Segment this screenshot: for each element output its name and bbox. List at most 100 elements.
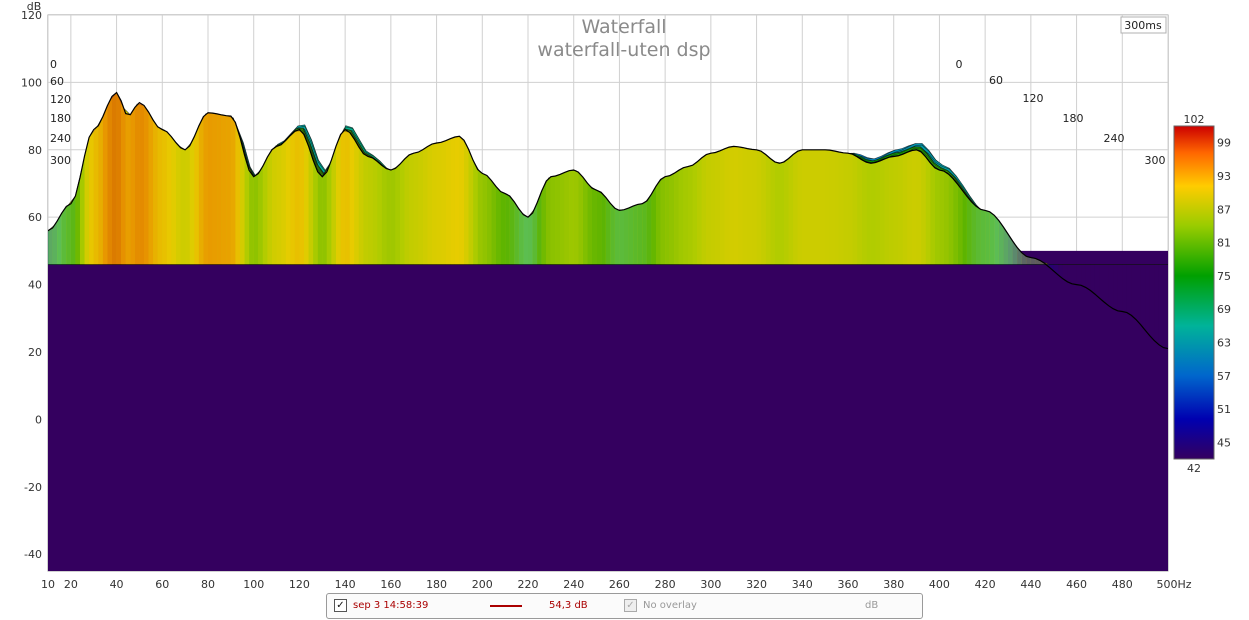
noise-floor-fill xyxy=(48,250,1168,571)
front-slice-segment xyxy=(889,156,894,265)
front-slice-segment xyxy=(308,146,314,265)
front-slice-segment xyxy=(116,92,122,265)
front-slice-segment xyxy=(825,149,830,265)
front-slice-segment xyxy=(89,129,94,265)
front-slice-segment xyxy=(1026,256,1031,265)
front-slice-segment xyxy=(838,151,844,265)
front-slice-segment xyxy=(194,125,199,265)
front-slice-segment xyxy=(253,173,259,265)
x-tick-label: 100 xyxy=(243,578,264,591)
front-slice-segment xyxy=(701,154,707,265)
front-slice-segment xyxy=(642,200,647,265)
front-slice-segment xyxy=(797,149,803,265)
front-slice-segment xyxy=(1099,264,1104,303)
time-tick-right: 0 xyxy=(956,58,963,71)
x-tick-label: 60 xyxy=(155,578,169,591)
overlay-checkbox[interactable]: ✓ xyxy=(624,599,637,612)
front-slice-segment xyxy=(48,227,53,265)
colorbar-tick: 42 xyxy=(1187,462,1201,475)
time-tick-left: 120 xyxy=(50,93,71,106)
front-slice-segment xyxy=(578,172,583,265)
x-tick-label: 460 xyxy=(1066,578,1087,591)
series-line-swatch xyxy=(490,605,522,607)
front-slice-segment xyxy=(1094,264,1100,299)
front-slice-segment xyxy=(509,196,515,265)
time-tick-right: 300 xyxy=(1145,154,1166,167)
front-slice-segment xyxy=(985,210,990,265)
front-slice-segment xyxy=(1030,257,1036,265)
x-tick-label: 420 xyxy=(975,578,996,591)
x-tick-label: 500Hz xyxy=(1156,578,1191,591)
front-slice-segment xyxy=(336,134,341,265)
front-slice-segment xyxy=(774,161,780,265)
x-tick-label: 360 xyxy=(838,578,859,591)
x-axis: 10 20 40 60 80 100 120 140 160 180 200 220 240 260 280… xyxy=(41,578,1192,591)
front-slice-segment xyxy=(290,131,295,265)
front-slice-segment xyxy=(98,116,103,265)
front-slice-segment xyxy=(176,142,181,265)
front-slice-segment xyxy=(898,154,903,265)
front-slice-segment xyxy=(153,120,158,265)
front-slice-segment xyxy=(848,153,853,265)
colorbar-tick: 93 xyxy=(1217,170,1231,183)
series-checkbox[interactable]: ✓ xyxy=(334,599,347,612)
front-slice-segment xyxy=(445,138,451,265)
front-slice-segment xyxy=(1085,264,1091,291)
front-slice-segment xyxy=(930,162,935,265)
front-slice-segment xyxy=(880,158,885,265)
time-tick-right: 240 xyxy=(1104,132,1125,145)
front-slice-segment xyxy=(1108,264,1114,309)
front-slice-segment xyxy=(157,126,163,265)
colorbar-ticks: 102 99 93 87 81 75 69 63 57 51 45 42 xyxy=(1184,113,1232,475)
colorbar-tick: 99 xyxy=(1217,137,1231,150)
front-slice-segment xyxy=(1072,264,1077,285)
x-tick-label: 40 xyxy=(110,578,124,591)
front-slice-segment xyxy=(907,150,912,265)
front-slice-segment xyxy=(761,151,766,265)
front-slice-segment xyxy=(496,186,501,265)
front-slice-segment xyxy=(125,113,131,265)
front-slice-segment xyxy=(514,201,519,265)
front-slice-segment xyxy=(267,149,272,265)
x-tick-label: 20 xyxy=(64,578,78,591)
front-slice-segment xyxy=(733,146,739,265)
front-slice-segment xyxy=(148,112,154,265)
front-slice-segment xyxy=(413,152,419,265)
x-tick-label: 480 xyxy=(1112,578,1133,591)
front-slice-segment xyxy=(971,201,976,265)
x-tick-label: 380 xyxy=(883,578,904,591)
x-tick-label: 80 xyxy=(201,578,215,591)
front-slice-segment xyxy=(710,152,716,265)
front-slice-segment xyxy=(550,176,556,265)
front-slice-segment xyxy=(317,171,323,265)
front-slice-segment xyxy=(1117,264,1123,312)
front-slice-segment xyxy=(107,96,112,265)
chart-subtitle: waterfall-uten dsp xyxy=(537,39,710,61)
time-tick-left: 60 xyxy=(50,75,64,88)
front-slice-segment xyxy=(998,220,1004,265)
front-slice-segment xyxy=(692,161,698,265)
front-slice-segment xyxy=(633,204,638,265)
front-slice-segment xyxy=(112,92,117,265)
front-slice-segment xyxy=(587,183,592,265)
y-axis: 120 100 80 60 40 20 0 -20 -40 xyxy=(21,9,42,561)
time-axis: 0 60 120 180 240 300 0 60 120 180 240 300 xyxy=(50,58,1166,167)
front-slice-segment xyxy=(555,174,560,265)
front-slice-segment xyxy=(1062,264,1068,282)
front-slice-segment xyxy=(560,172,565,265)
x-tick-label: 180 xyxy=(426,578,447,591)
front-slice-segment xyxy=(372,157,378,265)
front-slice-segment xyxy=(281,140,286,265)
front-slice-segment xyxy=(816,149,821,265)
front-slice-segment xyxy=(656,179,661,265)
front-slice-segment xyxy=(322,171,327,265)
front-slice-segment xyxy=(249,170,254,265)
front-slice-segment xyxy=(1090,264,1095,295)
overlay-label: No overlay xyxy=(643,600,697,611)
front-slice-segment xyxy=(363,153,368,265)
front-slice-segment xyxy=(688,165,693,265)
x-tick-label: 400 xyxy=(929,578,950,591)
front-slice-segment xyxy=(628,206,634,265)
legend-bar: ✓ sep 3 14:58:39 54,3 dB ✓ No overlay dB xyxy=(326,593,923,619)
